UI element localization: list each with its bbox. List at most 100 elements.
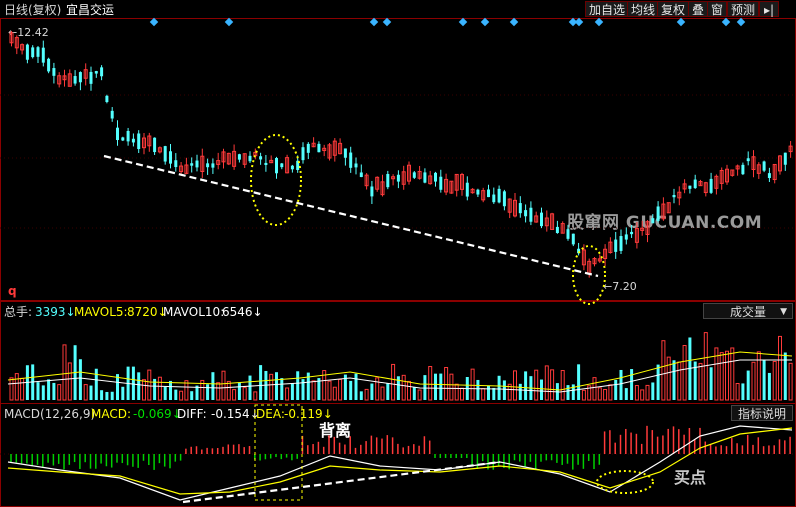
volume-bar xyxy=(666,356,671,401)
volume-bar xyxy=(100,390,104,400)
volume-bar xyxy=(157,376,162,401)
news-marker-icon xyxy=(382,17,392,27)
candle-body-up xyxy=(184,164,189,174)
volume-bar xyxy=(386,383,390,400)
candle-body-up xyxy=(327,144,332,159)
volume-bar xyxy=(772,360,777,401)
macd-dea-line xyxy=(7,427,793,495)
candle-body-down xyxy=(290,165,294,170)
candle-body-up xyxy=(311,142,316,148)
macd-trendline xyxy=(182,460,501,504)
volume-bar xyxy=(577,364,581,400)
candle-body-up xyxy=(470,188,475,194)
candle-body-down xyxy=(497,188,501,203)
divergence-annotation: 背离 xyxy=(319,421,352,440)
volume-bar xyxy=(147,369,152,401)
candle-body-up xyxy=(666,202,671,214)
candle-body-up xyxy=(232,150,237,167)
candle-body-down xyxy=(476,189,480,195)
stock-name: 宜昌交运 xyxy=(66,3,115,17)
volume-bar xyxy=(428,366,433,401)
candle-body-down xyxy=(502,191,506,207)
candle-body-down xyxy=(153,137,157,153)
candle-body-up xyxy=(417,170,422,179)
candle-body-up xyxy=(142,137,146,149)
volume-bar xyxy=(497,375,501,400)
candle-body-down xyxy=(614,239,618,252)
mavol10-value: 6546↓ xyxy=(222,305,263,319)
candle-body-up xyxy=(597,258,602,262)
volume-bar xyxy=(20,377,25,401)
volume-bar xyxy=(730,347,735,401)
volume-bar xyxy=(121,386,125,400)
candle-body-down xyxy=(174,160,178,168)
volume-bar xyxy=(513,370,517,401)
candle-body-down xyxy=(651,218,655,224)
candle-body-up xyxy=(62,75,67,81)
candle-body-down xyxy=(131,138,135,143)
candle-body-down xyxy=(619,236,623,251)
volume-bar xyxy=(677,361,682,401)
volume-bar xyxy=(783,352,787,400)
volume-bar xyxy=(597,387,602,401)
volume-bar xyxy=(116,374,119,400)
candle-body-down xyxy=(465,182,469,197)
volume-bar xyxy=(566,385,570,400)
exit-arrow-icon[interactable]: ▸| xyxy=(759,1,779,17)
mavol5-value: 8720↓ xyxy=(127,305,168,319)
candle-body-down xyxy=(434,172,437,182)
candle-body-up xyxy=(788,145,793,153)
volume-bar xyxy=(226,380,231,401)
news-marker-icon xyxy=(721,17,731,27)
chart-mode-label[interactable]: 日线(复权) xyxy=(4,3,62,17)
candle-body-down xyxy=(386,174,390,188)
volume-bar xyxy=(518,383,522,400)
macd-label: MACD: xyxy=(91,407,132,421)
candle-body-up xyxy=(772,163,777,181)
candle-body-up xyxy=(322,147,327,152)
volume-bar xyxy=(412,387,416,400)
candle-body-up xyxy=(640,227,645,231)
candle-body-up xyxy=(332,140,337,156)
volume-bar xyxy=(62,344,67,401)
volume-bar xyxy=(137,372,141,400)
candle-body-up xyxy=(20,44,25,51)
volume-bar xyxy=(78,359,82,400)
volume-bar xyxy=(481,388,486,401)
volume-bar xyxy=(656,364,660,400)
candle-body-up xyxy=(682,183,687,190)
volume-bar xyxy=(434,373,437,400)
volume-bar xyxy=(534,369,539,401)
volume-bar xyxy=(131,366,135,400)
candle-body-down xyxy=(275,157,278,174)
candle-body-down xyxy=(688,185,692,189)
candle-body-down xyxy=(259,156,263,160)
candle-body-down xyxy=(630,231,634,235)
candle-body-down xyxy=(190,163,194,166)
overlay-button[interactable]: 叠 xyxy=(688,1,709,17)
indicator-help-button[interactable]: 指标说明 xyxy=(731,405,793,421)
volume-bar xyxy=(338,378,343,401)
volume-bar xyxy=(359,391,363,400)
candle-body-up xyxy=(608,241,613,254)
volume-bar xyxy=(301,379,305,400)
candle-body-up xyxy=(449,180,454,194)
news-marker-icon xyxy=(676,17,686,27)
diff-label: DIFF: xyxy=(177,407,207,421)
candle-body-up xyxy=(661,203,666,220)
volume-bar xyxy=(651,382,655,400)
volume-bar xyxy=(269,373,274,401)
window-button[interactable]: 窗 xyxy=(707,1,728,17)
candle-body-up xyxy=(756,164,761,174)
candle-body-down xyxy=(195,160,199,168)
volume-bar xyxy=(174,389,178,400)
forecast-button[interactable]: 预测 xyxy=(727,1,760,17)
indicator-dropdown[interactable]: 成交量 ▼ xyxy=(703,303,793,319)
candle-body-down xyxy=(248,155,252,162)
volume-bar xyxy=(725,350,729,401)
candle-body-down xyxy=(47,58,51,72)
candle-body-up xyxy=(481,190,486,201)
candle-body-down xyxy=(396,174,400,182)
volume-bar xyxy=(317,378,321,400)
candle-body-down xyxy=(524,210,528,217)
